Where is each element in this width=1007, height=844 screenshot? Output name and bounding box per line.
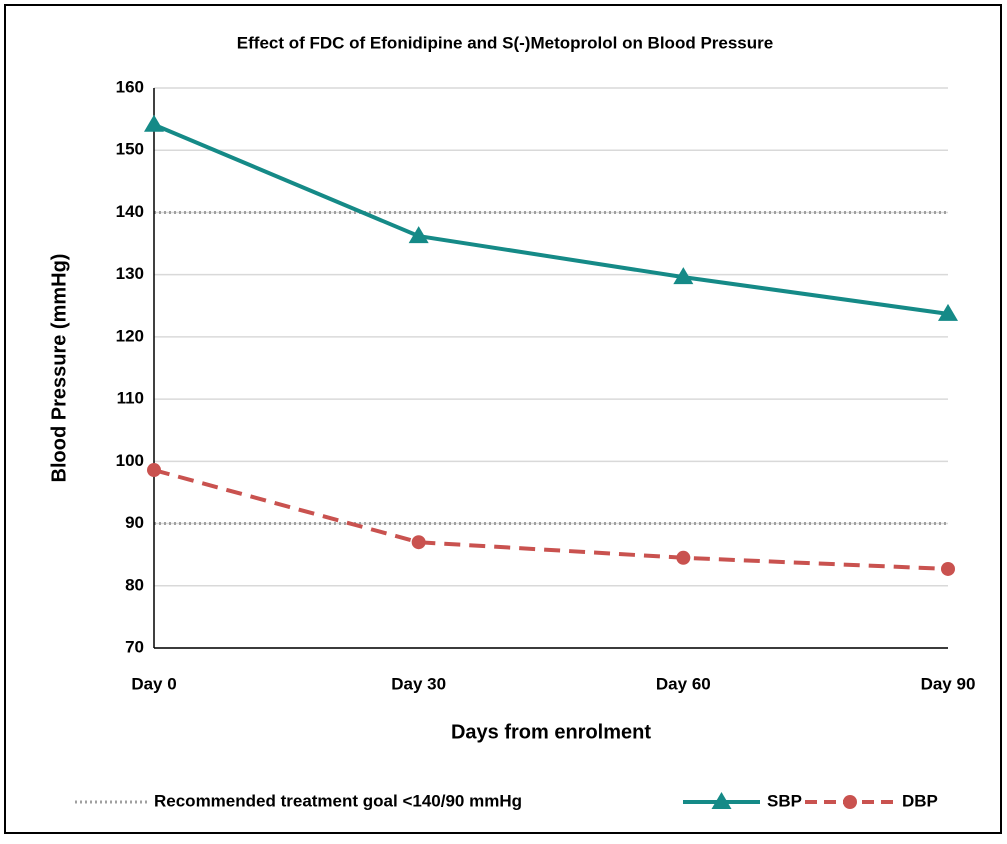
- y-tick-label: 150: [116, 140, 144, 159]
- data-point: [938, 303, 958, 321]
- legend-label: DBP: [902, 791, 938, 810]
- y-axis-label: Blood Pressure (mmHg): [48, 254, 70, 483]
- legend-label: Recommended treatment goal <140/90 mmHg: [154, 791, 522, 810]
- series-line: [153, 122, 949, 316]
- series-line: [153, 468, 949, 571]
- y-tick-label: 110: [117, 389, 144, 408]
- data-point: [408, 226, 429, 244]
- y-tick-label: 130: [116, 264, 144, 283]
- data-point: [941, 561, 955, 576]
- x-tick-label: Day 90: [921, 674, 976, 693]
- data-point: [147, 463, 161, 478]
- y-tick-label: 120: [116, 326, 144, 345]
- legend-label: SBP: [767, 791, 802, 810]
- y-tick-label: 100: [116, 451, 144, 470]
- y-tick-label: 70: [125, 637, 144, 656]
- chart-frame: [4, 4, 1002, 834]
- x-tick-label: Day 30: [391, 674, 446, 693]
- data-point: [144, 114, 164, 132]
- chart-title: Effect of FDC of Efonidipine and S(-)Met…: [237, 33, 773, 52]
- y-tick-label: 160: [116, 77, 144, 96]
- y-tick-label: 140: [116, 202, 144, 221]
- y-tick-label: 90: [125, 513, 144, 532]
- x-tick-label: Day 0: [131, 674, 176, 693]
- x-axis-label: Days from enrolment: [451, 721, 651, 743]
- legend-marker: [711, 792, 732, 809]
- x-tick-label: Day 60: [656, 674, 711, 693]
- data-point: [676, 550, 691, 565]
- data-point: [673, 267, 694, 285]
- data-point: [411, 535, 426, 550]
- y-tick-label: 80: [125, 575, 144, 594]
- legend-marker: [843, 795, 857, 809]
